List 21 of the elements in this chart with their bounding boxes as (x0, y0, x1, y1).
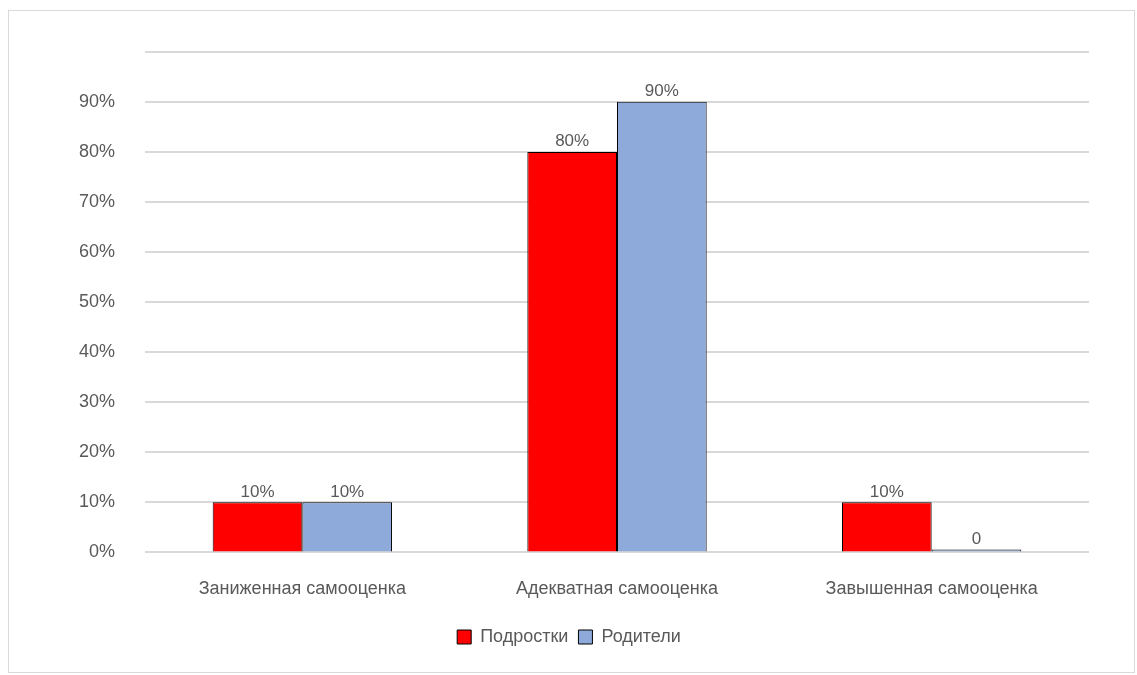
y-tick-label: 0% (89, 541, 116, 562)
x-tick-label: Адекватная самооценка (515, 578, 720, 599)
y-tick-label: 50% (79, 291, 116, 312)
data-label: 0 (971, 528, 982, 548)
data-label: 10% (330, 481, 365, 501)
y-tick-label: 30% (79, 391, 116, 412)
y-tick-label: 90% (79, 90, 116, 111)
y-tick-label: 40% (79, 341, 116, 362)
x-tick-label: Завышенная самооценка (825, 578, 1039, 599)
y-tick-label: 80% (79, 140, 116, 161)
y-tick-label: 20% (79, 441, 116, 462)
data-label: 80% (555, 131, 590, 151)
legend-label: Подростки (480, 625, 569, 646)
y-tick-label: 70% (79, 190, 116, 211)
data-label: 10% (869, 481, 904, 501)
data-label: 10% (240, 481, 275, 501)
y-tick-label: 10% (79, 491, 116, 512)
y-tick-label: 60% (79, 241, 116, 262)
data-label: 90% (644, 81, 679, 101)
legend-label: Родители (601, 625, 681, 646)
x-tick-label: Заниженная самооценка (198, 578, 407, 599)
